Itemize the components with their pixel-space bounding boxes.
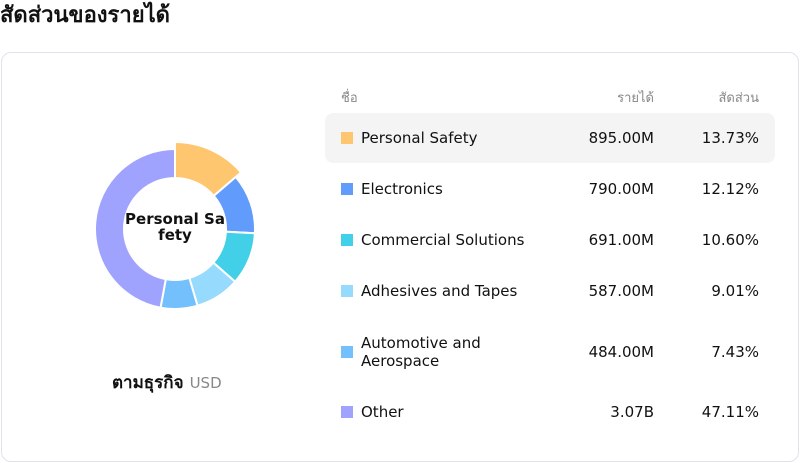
color-swatch bbox=[341, 132, 353, 144]
color-swatch bbox=[341, 406, 353, 418]
segment-name: Adhesives and Tapes bbox=[361, 282, 518, 300]
color-swatch bbox=[341, 183, 353, 195]
legend-row[interactable]: Personal Safety 895.00M 13.73% bbox=[325, 113, 775, 163]
segment-revenue: 895.00M bbox=[588, 129, 654, 147]
donut-slice[interactable] bbox=[174, 140, 243, 198]
revenue-card bbox=[1, 52, 799, 462]
segment-share: 7.43% bbox=[711, 343, 759, 361]
segment-revenue: 484.00M bbox=[588, 343, 654, 361]
segment-revenue: 587.00M bbox=[588, 282, 654, 300]
donut-chart[interactable] bbox=[75, 129, 275, 329]
segment-name: Personal Safety bbox=[361, 129, 478, 147]
header-revenue: รายได้ bbox=[617, 91, 654, 106]
segment-revenue: 691.00M bbox=[588, 231, 654, 249]
segment-share: 47.11% bbox=[701, 403, 759, 421]
color-swatch bbox=[341, 234, 353, 246]
segment-share: 12.12% bbox=[701, 180, 759, 198]
chart-subtitle: ตามธุรกิจ USD bbox=[112, 369, 222, 396]
subtitle-text: ตามธุรกิจ bbox=[112, 373, 184, 393]
legend-row[interactable]: Automotive and Aerospace 484.00M 7.43% bbox=[325, 327, 775, 377]
currency-label: USD bbox=[189, 374, 222, 392]
segment-name: Other bbox=[361, 403, 404, 421]
page-title: สัดส่วนของรายได้ bbox=[0, 3, 170, 28]
donut-slice[interactable] bbox=[93, 147, 176, 309]
segment-name: Electronics bbox=[361, 180, 443, 198]
segment-share: 10.60% bbox=[701, 231, 759, 249]
segment-revenue: 790.00M bbox=[588, 180, 654, 198]
legend-row[interactable]: Adhesives and Tapes 587.00M 9.01% bbox=[325, 266, 775, 316]
segment-name: Commercial Solutions bbox=[361, 231, 525, 249]
color-swatch bbox=[341, 285, 353, 297]
color-swatch bbox=[341, 346, 353, 358]
segment-share: 9.01% bbox=[711, 282, 759, 300]
segment-name: Automotive and Aerospace bbox=[361, 334, 481, 370]
header-share: สัดส่วน bbox=[718, 91, 760, 106]
donut-center-label: Personal Safety bbox=[125, 210, 225, 244]
legend-row[interactable]: Electronics 790.00M 12.12% bbox=[325, 164, 775, 214]
legend-row[interactable]: Other 3.07B 47.11% bbox=[325, 387, 775, 437]
header-name: ชื่อ bbox=[341, 91, 358, 106]
segment-share: 13.73% bbox=[701, 129, 759, 147]
segment-revenue: 3.07B bbox=[610, 403, 654, 421]
legend-row[interactable]: Commercial Solutions 691.00M 10.60% bbox=[325, 215, 775, 265]
